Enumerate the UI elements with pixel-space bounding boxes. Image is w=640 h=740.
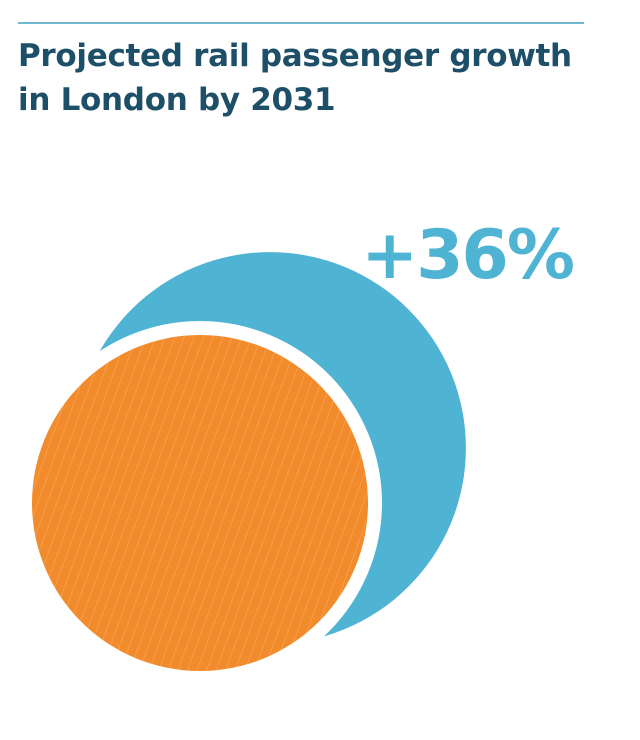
top-rule xyxy=(18,22,584,24)
chart-title-line-2: in London by 2031 xyxy=(18,82,336,118)
current-passengers-hatch xyxy=(32,335,368,671)
chart-title: Projected rail passenger growth in Londo… xyxy=(18,34,618,122)
growth-percentage-label: +36% xyxy=(361,216,573,295)
chart-title-line-1: Projected rail passenger growth xyxy=(18,38,572,74)
